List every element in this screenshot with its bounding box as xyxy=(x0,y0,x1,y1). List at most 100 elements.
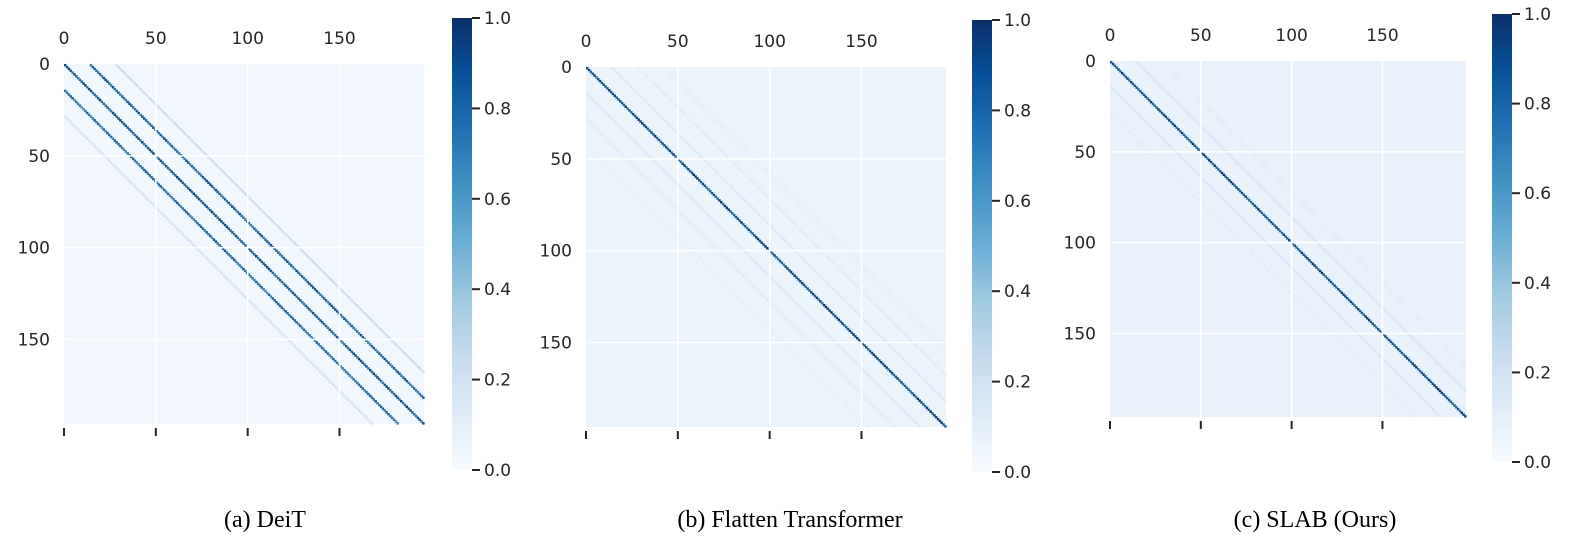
heatmap-cell xyxy=(328,328,331,331)
heatmap-cell xyxy=(626,184,629,187)
heatmap-cell xyxy=(1440,391,1443,394)
heatmap-cell xyxy=(778,182,782,186)
heatmap-cell xyxy=(1169,171,1173,175)
heatmap-cell xyxy=(624,182,628,186)
heatmap-cell xyxy=(762,269,765,272)
heatmap-cell xyxy=(1120,122,1124,126)
heatmap-cell xyxy=(927,408,931,412)
heatmap-cell xyxy=(126,126,129,129)
heatmap-cell xyxy=(1291,268,1295,271)
heatmap-cell xyxy=(1357,257,1360,260)
heatmap-cell xyxy=(190,165,194,168)
heatmap-cell xyxy=(165,165,168,168)
heatmap-cell xyxy=(938,342,942,345)
heatmap-cell xyxy=(80,131,83,135)
heatmap-cell xyxy=(128,76,131,80)
heatmap-cell xyxy=(657,87,661,90)
heatmap-cell xyxy=(725,283,729,287)
heatmap-cell xyxy=(1220,197,1224,200)
heatmap-cell xyxy=(824,305,828,309)
heatmap-cell xyxy=(405,354,409,357)
heatmap-cell xyxy=(810,368,813,371)
panel-flatten-transformer: 0 50 100 150 0 50 100 150 0.0 0.2 0.4 0.6 0.8 1.0 (b)… xyxy=(525,0,1055,548)
heatmap-cell xyxy=(1291,217,1295,220)
heatmap-cell xyxy=(1135,137,1138,140)
heatmap-cell xyxy=(187,212,190,216)
heatmap-cell xyxy=(258,310,262,313)
heatmap-cell xyxy=(861,368,864,371)
heatmap-cell xyxy=(1217,117,1220,120)
heatmap-cell xyxy=(260,286,263,289)
heatmap-cell xyxy=(1302,228,1305,231)
heatmap-cell xyxy=(256,282,260,286)
heatmap-cell xyxy=(181,181,184,184)
heatmap-cell xyxy=(1211,213,1215,216)
heatmap-cell xyxy=(223,172,227,175)
heatmap-cell xyxy=(1137,88,1140,91)
heatmap-cell xyxy=(343,291,346,295)
heatmap-cell xyxy=(1206,157,1209,160)
heatmap-cell xyxy=(122,174,126,177)
heatmap-cell xyxy=(773,280,776,283)
heatmap-cell xyxy=(1133,135,1137,138)
heatmap-cell xyxy=(1398,298,1402,302)
heatmap-cell xyxy=(688,169,692,173)
heatmap-cell xyxy=(1320,246,1324,249)
heatmap-cell xyxy=(609,142,613,145)
heatmap-cell xyxy=(1179,180,1182,184)
heatmap-cell xyxy=(1324,249,1327,253)
heatmap-cell xyxy=(1213,139,1216,142)
heatmap-cell xyxy=(1382,358,1385,362)
heatmap-cell xyxy=(608,114,611,118)
heatmap-cell xyxy=(1129,131,1133,135)
heatmap-cell xyxy=(804,208,808,211)
heatmap-cell xyxy=(1264,266,1267,269)
heatmap-cell xyxy=(622,155,626,158)
heatmap-cell xyxy=(802,335,806,338)
heatmap-cell xyxy=(381,356,385,359)
heatmap-cell xyxy=(374,400,377,403)
heatmap-cell xyxy=(1317,293,1320,296)
heatmap-cell xyxy=(841,296,844,300)
heatmap-cell xyxy=(819,274,822,277)
heatmap-cell xyxy=(1389,391,1393,394)
heatmap-cell xyxy=(1456,407,1460,411)
heatmap-cell xyxy=(75,75,78,78)
heatmap-cell xyxy=(830,388,833,391)
heatmap-cell xyxy=(126,75,129,78)
heatmap-cell xyxy=(277,251,280,254)
heatmap-cell xyxy=(597,103,600,107)
heatmap-cell xyxy=(769,199,773,202)
heatmap-cell xyxy=(934,364,938,367)
heatmap-cell xyxy=(385,359,388,363)
heatmap-cell xyxy=(108,108,111,111)
heatmap-cell xyxy=(901,305,905,309)
x-tick-label: 50 xyxy=(1190,26,1212,46)
heatmap-cell xyxy=(811,241,815,244)
y-tick-label: 50 xyxy=(28,147,50,167)
heatmap-cell xyxy=(707,111,710,114)
heatmap-cell xyxy=(826,359,830,362)
heatmap-cell xyxy=(813,243,817,246)
heatmap-cell xyxy=(1389,366,1393,369)
heatmap-cell xyxy=(1391,317,1394,320)
heatmap-cell xyxy=(723,204,727,208)
heatmap-cell xyxy=(1200,177,1204,180)
heatmap-cell xyxy=(824,280,828,283)
heatmap-cell xyxy=(220,168,223,172)
heatmap-cell xyxy=(104,78,107,82)
heatmap-cell xyxy=(1378,304,1382,307)
heatmap-cell xyxy=(319,267,322,271)
heatmap-cell xyxy=(822,278,826,281)
heatmap-cell xyxy=(835,342,839,345)
heatmap-cell xyxy=(416,365,420,368)
heatmap-cell xyxy=(1458,409,1462,413)
heatmap-cell xyxy=(837,292,841,296)
heatmap-cell xyxy=(240,214,243,218)
y-tick-label: 100 xyxy=(1064,234,1096,254)
heatmap-cell xyxy=(663,92,666,96)
heatmap-cell xyxy=(102,76,106,80)
heatmap-cell xyxy=(775,333,778,336)
heatmap-cell xyxy=(646,76,650,79)
